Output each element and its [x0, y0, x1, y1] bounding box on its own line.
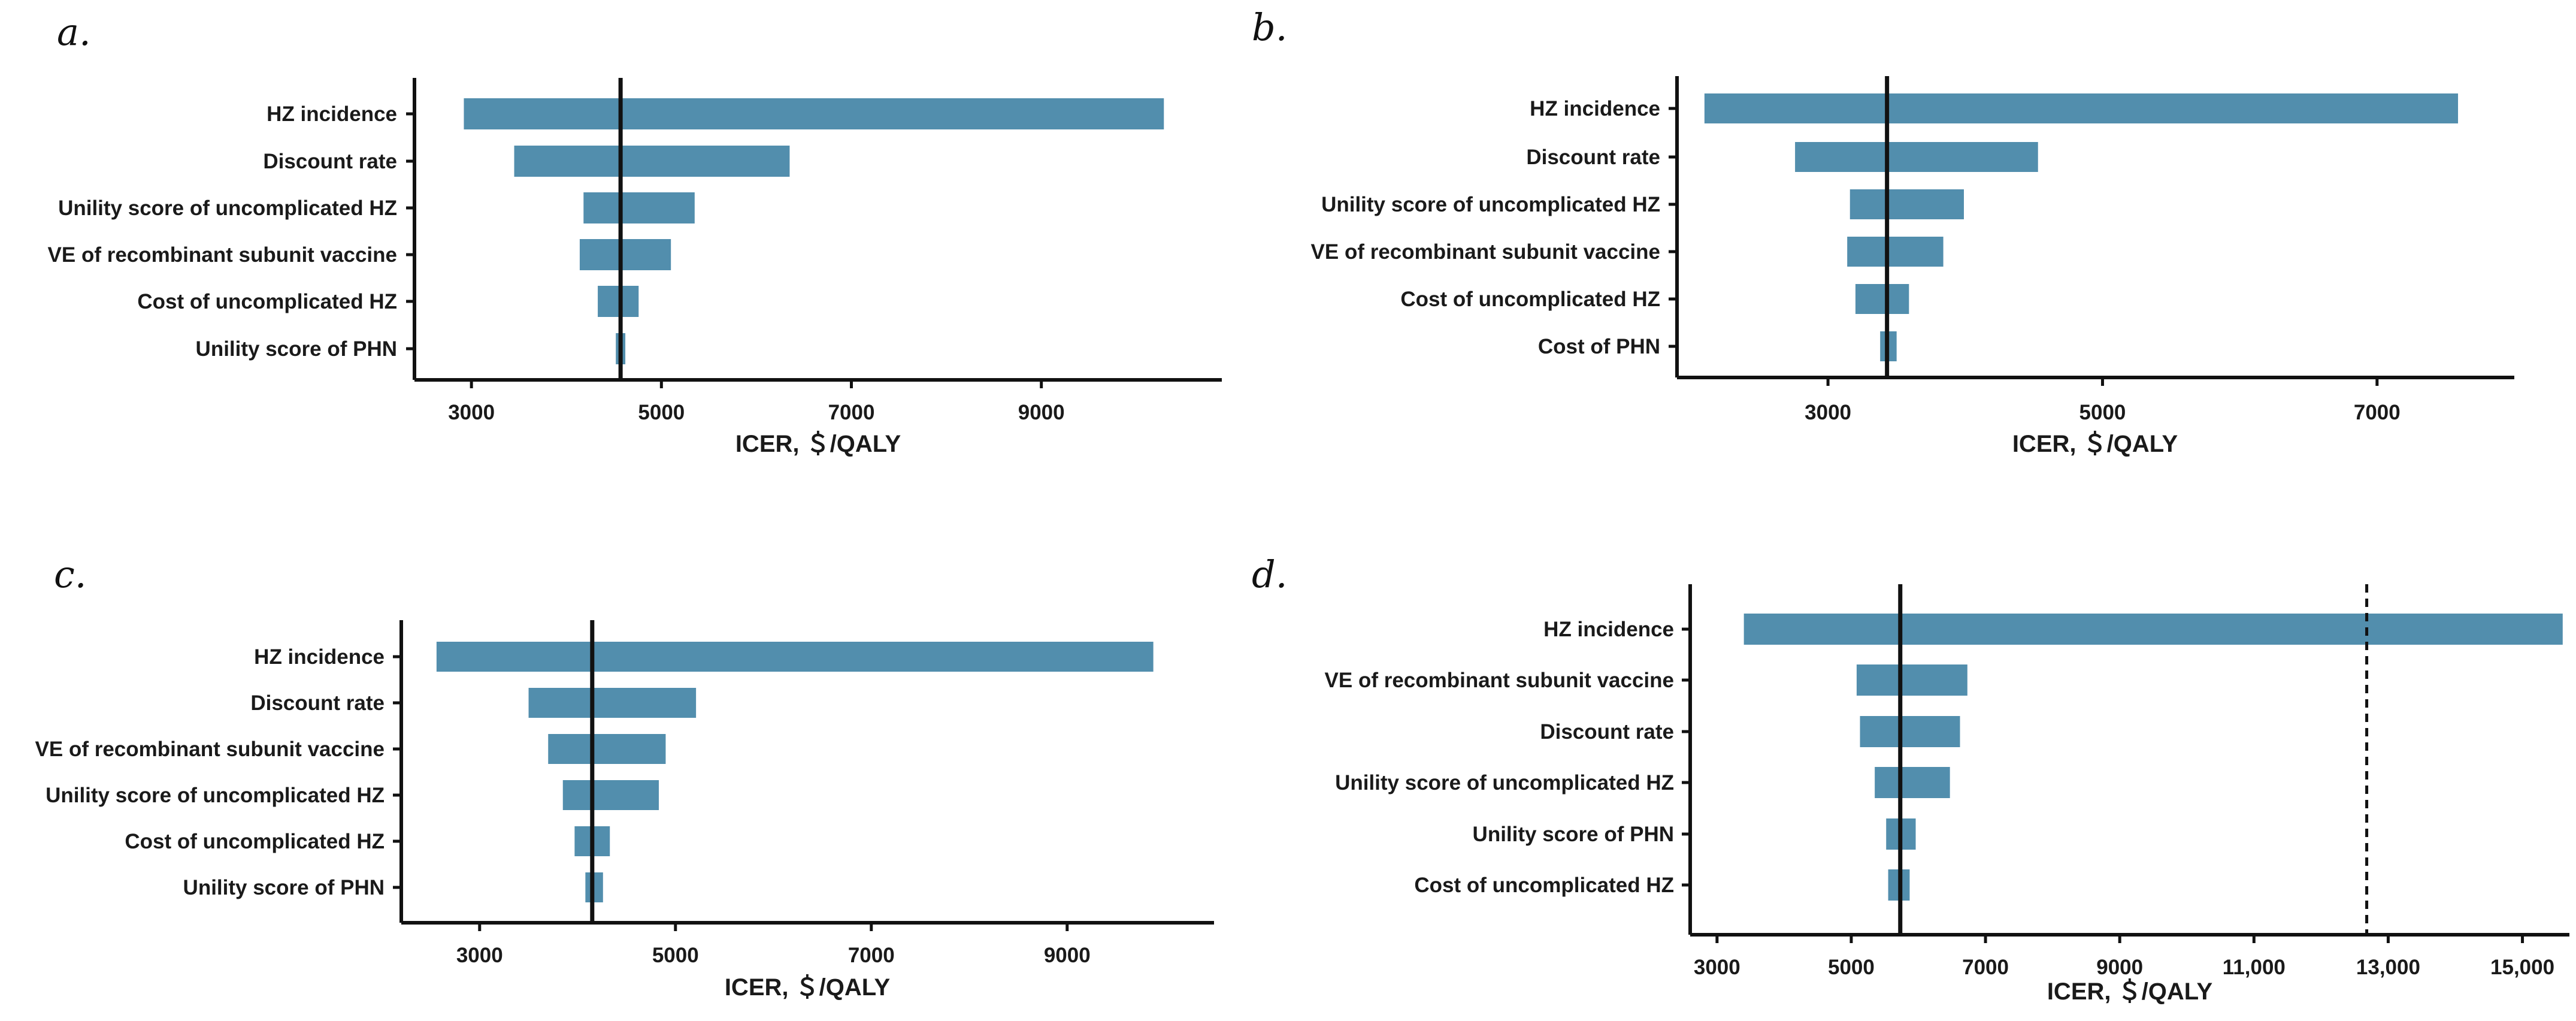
- panel-d-y-ticks: [1682, 627, 1690, 887]
- panel-c-category-label: Discount rate: [250, 691, 385, 715]
- panel-a-category-label: Cost of uncomplicated HZ: [137, 290, 397, 313]
- panel-b-category-label: Discount rate: [1526, 146, 1660, 169]
- panel-d-category-label: Unility score of uncomplicated HZ: [1335, 771, 1674, 795]
- panel-b-category-label: Cost of PHN: [1538, 335, 1660, 358]
- panel-c-x-axis-title: ICER, ＄/QALY: [725, 974, 891, 1001]
- panel-d-x-ticks: 3000 5000 7000 9000 11,000 13,000 15,000: [1694, 935, 2554, 979]
- panel-c-category-label: HZ incidence: [254, 645, 385, 669]
- panel-a-bars: [464, 98, 1164, 364]
- panel-c-letter: c.: [54, 552, 86, 596]
- panel-a-category-label: Discount rate: [263, 150, 397, 173]
- panel-a-x-tick-label: 9000: [1018, 401, 1065, 424]
- panel-d-bar-2: [1856, 664, 1967, 696]
- panel-a-category-label: HZ incidence: [267, 102, 397, 126]
- panel-d-x-tick-label: 7000: [1962, 956, 2009, 979]
- panel-a-x-tick-label: 7000: [828, 401, 875, 424]
- panel-d-x-tick-label: 15,000: [2490, 956, 2554, 979]
- panel-d-bar-3: [1860, 716, 1960, 747]
- panel-b-y-ticks: [1669, 107, 1677, 348]
- panel-a-x-tick-label: 3000: [448, 401, 495, 424]
- panel-c-y-ticks: [393, 655, 401, 889]
- panel-d-reference-lines: [1898, 584, 2369, 935]
- panel-a-x-axis-title: ICER, ＄/QALY: [735, 430, 901, 457]
- panel-a-letter: a.: [57, 10, 91, 54]
- panel-b-category-label: Unility score of uncomplicated HZ: [1321, 193, 1660, 216]
- panel-c-bar-2: [528, 688, 697, 718]
- panel-d-x-axis-title: ICER, ＄/QALY: [2047, 978, 2213, 1005]
- panel-a-bar-5: [598, 286, 639, 317]
- panel-a: a. HZ incidence Discount rate Unility scor…: [48, 10, 1222, 457]
- panel-c-category-label: VE of recombinant subunit vaccine: [35, 738, 385, 761]
- panel-c-x-tick-label: 9000: [1044, 944, 1091, 967]
- panel-c-category-label: Cost of uncomplicated HZ: [125, 830, 385, 853]
- panel-c: c. HZ incidence Discount rate VE of recomb…: [35, 552, 1214, 1001]
- panel-b-bar-2: [1795, 142, 2038, 172]
- panel-c-bar-1: [436, 642, 1154, 672]
- panel-a-bar-3: [583, 192, 695, 223]
- panel-b-x-tick-label: 7000: [2354, 401, 2401, 424]
- panel-d-x-tick-label: 11,000: [2223, 956, 2286, 979]
- panel-b-category-label: HZ incidence: [1530, 97, 1660, 120]
- panel-c-x-tick-label: 3000: [456, 944, 503, 967]
- panel-c-x-tick-label: 7000: [848, 944, 895, 967]
- panel-a-bar-1: [464, 98, 1164, 129]
- panel-b-x-axis-title: ICER, ＄/QALY: [2012, 430, 2178, 457]
- panel-d-x-tick-label: 3000: [1694, 956, 1740, 979]
- panel-d-category-labels: HZ incidence VE of recombinant subunit va…: [1325, 618, 1674, 897]
- panel-c-bars: [436, 642, 1154, 902]
- panel-c-category-labels: HZ incidence Discount rate VE of recombina…: [35, 645, 385, 899]
- panel-d-x-tick-label: 5000: [1828, 956, 1875, 979]
- panel-a-category-label: VE of recombinant subunit vaccine: [48, 243, 397, 267]
- panel-b-bars: [1704, 93, 2459, 361]
- panel-d-bar-1: [1743, 614, 2563, 645]
- panel-b: b. HZ incidence Discount rate Unility scor…: [1252, 5, 2514, 457]
- panel-a-category-label: Unility score of PHN: [196, 337, 397, 361]
- panel-a-x-tick-label: 5000: [638, 401, 685, 424]
- panel-d-category-label: Cost of uncomplicated HZ: [1414, 874, 1674, 897]
- panel-b-bar-3: [1849, 189, 1964, 219]
- panel-d: d. HZ incidence VE of recombinant subunit…: [1252, 552, 2569, 1005]
- panel-b-x-tick-label: 3000: [1805, 401, 1851, 424]
- panel-b-x-tick-label: 5000: [2079, 401, 2126, 424]
- panel-d-x-tick-label: 9000: [2096, 956, 2143, 979]
- panel-d-bar-4: [1875, 767, 1950, 798]
- panel-b-x-ticks: 3000 5000 7000: [1805, 377, 2401, 424]
- panel-d-x-tick-label: 13,000: [2356, 956, 2420, 979]
- panel-c-category-label: Unility score of uncomplicated HZ: [46, 784, 385, 807]
- panel-a-category-label: Unility score of uncomplicated HZ: [58, 197, 397, 220]
- panel-d-category-label: HZ incidence: [1543, 618, 1674, 641]
- panel-d-bars: [1743, 614, 2563, 901]
- panel-c-bar-4: [562, 780, 659, 810]
- panel-c-bar-3: [548, 734, 666, 764]
- panel-b-category-label: VE of recombinant subunit vaccine: [1311, 240, 1660, 264]
- panel-a-bar-4: [579, 239, 671, 270]
- panel-b-bar-1: [1704, 93, 2459, 123]
- panel-a-bar-2: [514, 146, 790, 177]
- panel-c-x-tick-label: 5000: [652, 944, 699, 967]
- panel-c-x-ticks: 3000 5000 7000 9000: [456, 923, 1091, 967]
- panel-b-category-label: Cost of uncomplicated HZ: [1400, 288, 1660, 311]
- panel-b-bar-5: [1855, 284, 1909, 314]
- panel-c-category-label: Unility score of PHN: [183, 876, 385, 899]
- panel-d-letter: d.: [1252, 552, 1287, 596]
- panel-d-category-label: Discount rate: [1540, 720, 1674, 744]
- panel-b-letter: b.: [1252, 5, 1287, 49]
- panel-b-bar-4: [1847, 237, 1944, 267]
- panel-b-category-labels: HZ incidence Discount rate Unility score o…: [1311, 97, 1660, 358]
- panel-a-category-labels: HZ incidence Discount rate Unility score o…: [48, 102, 397, 361]
- panel-a-x-ticks: 3000 5000 7000 9000: [448, 380, 1065, 424]
- panel-d-category-label: Unility score of PHN: [1473, 823, 1674, 846]
- panel-d-category-label: VE of recombinant subunit vaccine: [1325, 669, 1674, 692]
- panel-a-y-ticks: [406, 112, 414, 351]
